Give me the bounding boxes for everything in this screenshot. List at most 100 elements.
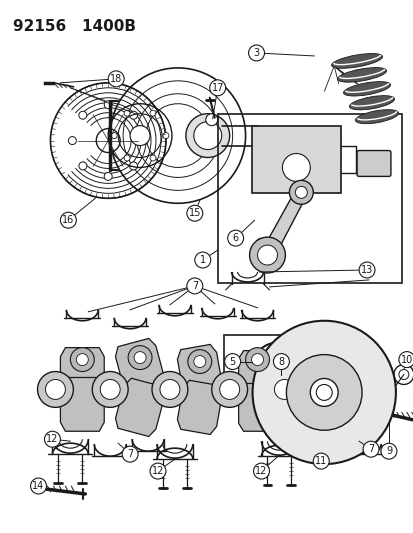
Circle shape	[211, 372, 247, 407]
FancyBboxPatch shape	[251, 126, 340, 193]
Text: 16: 16	[62, 215, 74, 225]
Circle shape	[45, 379, 65, 399]
Circle shape	[252, 321, 395, 464]
Polygon shape	[177, 344, 222, 399]
Text: 1: 1	[199, 255, 205, 265]
Circle shape	[266, 372, 301, 407]
Circle shape	[313, 453, 328, 469]
Text: 15: 15	[188, 208, 201, 218]
Text: 12: 12	[152, 466, 164, 476]
Circle shape	[124, 155, 130, 161]
Text: 12: 12	[255, 466, 267, 476]
Circle shape	[31, 478, 46, 494]
Circle shape	[129, 111, 137, 119]
Circle shape	[129, 162, 137, 170]
Circle shape	[128, 345, 152, 369]
Circle shape	[193, 122, 221, 150]
Circle shape	[104, 172, 112, 180]
Circle shape	[92, 372, 128, 407]
Bar	[223, 335, 320, 390]
Circle shape	[316, 384, 331, 400]
Circle shape	[227, 230, 243, 246]
Circle shape	[393, 365, 413, 384]
Circle shape	[134, 352, 146, 364]
Text: 3: 3	[253, 48, 259, 58]
Circle shape	[108, 71, 124, 87]
Polygon shape	[115, 378, 164, 437]
Polygon shape	[60, 348, 104, 401]
Text: 11: 11	[314, 456, 327, 466]
Circle shape	[205, 114, 217, 126]
Polygon shape	[177, 380, 222, 434]
Circle shape	[219, 379, 239, 399]
Polygon shape	[115, 338, 164, 397]
Ellipse shape	[354, 110, 398, 124]
Circle shape	[185, 114, 229, 157]
Polygon shape	[238, 383, 276, 431]
Circle shape	[310, 378, 337, 406]
Circle shape	[100, 379, 120, 399]
Circle shape	[44, 431, 60, 447]
Circle shape	[358, 262, 374, 278]
Text: 5: 5	[229, 357, 235, 367]
Circle shape	[150, 110, 156, 116]
Circle shape	[111, 133, 117, 139]
Text: 92156   1400B: 92156 1400B	[13, 19, 135, 34]
Text: 7: 7	[367, 444, 373, 454]
Ellipse shape	[349, 95, 394, 110]
Circle shape	[248, 45, 264, 61]
Polygon shape	[259, 192, 308, 255]
Circle shape	[124, 110, 130, 116]
Text: 8: 8	[278, 357, 284, 367]
Text: 14: 14	[32, 481, 45, 491]
Circle shape	[195, 252, 210, 268]
Circle shape	[274, 379, 294, 399]
Circle shape	[76, 353, 88, 366]
Circle shape	[38, 372, 73, 407]
Circle shape	[186, 205, 202, 221]
FancyBboxPatch shape	[356, 150, 390, 176]
Circle shape	[209, 80, 225, 96]
Circle shape	[224, 353, 240, 369]
Circle shape	[362, 441, 378, 457]
Circle shape	[286, 354, 361, 430]
Circle shape	[273, 353, 289, 369]
Circle shape	[245, 348, 269, 372]
Polygon shape	[60, 377, 104, 431]
Polygon shape	[238, 351, 276, 398]
Circle shape	[398, 369, 408, 379]
Ellipse shape	[343, 82, 389, 96]
Text: 6: 6	[232, 233, 238, 243]
Circle shape	[251, 353, 263, 366]
Circle shape	[130, 126, 150, 146]
Circle shape	[96, 128, 120, 152]
Text: 7: 7	[191, 281, 197, 291]
Circle shape	[163, 133, 169, 139]
Circle shape	[140, 136, 148, 144]
Circle shape	[188, 350, 211, 374]
Circle shape	[380, 443, 396, 459]
Circle shape	[294, 187, 306, 198]
Circle shape	[79, 162, 87, 170]
Circle shape	[193, 356, 205, 368]
Ellipse shape	[337, 68, 386, 82]
Circle shape	[60, 212, 76, 228]
Circle shape	[282, 154, 310, 181]
Bar	[217, 114, 401, 283]
Text: 9: 9	[385, 446, 391, 456]
Circle shape	[150, 463, 166, 479]
Circle shape	[253, 463, 269, 479]
Circle shape	[249, 237, 285, 273]
Text: 12: 12	[46, 434, 59, 444]
Text: 7: 7	[127, 449, 133, 459]
Text: 18: 18	[110, 74, 122, 84]
Circle shape	[122, 446, 138, 462]
Circle shape	[79, 111, 87, 119]
Ellipse shape	[331, 53, 382, 68]
Text: 13: 13	[360, 265, 372, 275]
Circle shape	[186, 278, 202, 294]
Circle shape	[70, 348, 94, 372]
Text: 17: 17	[211, 83, 223, 93]
Circle shape	[398, 352, 413, 368]
Circle shape	[159, 379, 180, 399]
